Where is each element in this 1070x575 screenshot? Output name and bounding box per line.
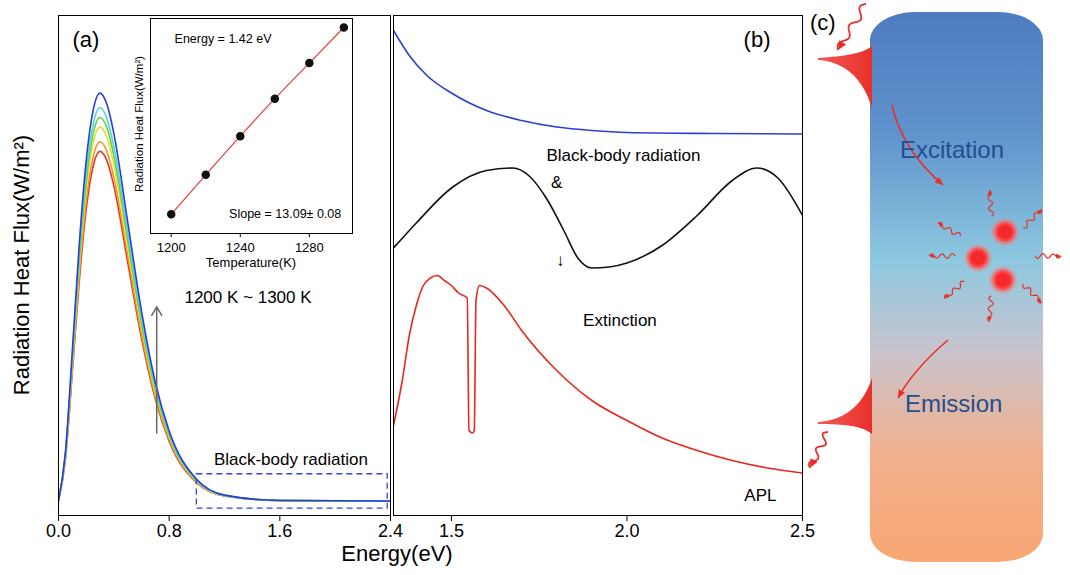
svg-text:Excitation: Excitation: [900, 136, 1004, 163]
svg-text:Energy = 1.42 eV: Energy = 1.42 eV: [175, 32, 273, 46]
svg-text:1.6: 1.6: [267, 521, 292, 541]
svg-text:(a): (a): [73, 27, 100, 52]
svg-text:Extinction: Extinction: [583, 311, 657, 330]
svg-text:1200 K ~ 1300 K: 1200 K ~ 1300 K: [184, 287, 312, 306]
svg-text:2.5: 2.5: [790, 521, 815, 541]
svg-text:1280: 1280: [295, 240, 324, 255]
html-text:Radiation Heat Flux(W/m²): Radiation Heat Flux(W/m²): [9, 134, 34, 396]
svg-text:(b): (b): [744, 27, 771, 52]
html-text:Temperature(K): Temperature(K): [205, 254, 297, 270]
html-text:Energy(eV): Energy(eV): [341, 541, 453, 566]
svg-text:0.8: 0.8: [157, 521, 182, 541]
svg-text:Emission: Emission: [905, 390, 1002, 417]
svg-text:&: &: [551, 173, 563, 192]
svg-text:Black-body radiation: Black-body radiation: [546, 146, 700, 165]
svg-text:Slope = 13.09± 0.08: Slope = 13.09± 0.08: [229, 207, 341, 221]
svg-text:1240: 1240: [226, 240, 255, 255]
svg-text:2.0: 2.0: [614, 521, 639, 541]
svg-text:1.5: 1.5: [439, 521, 464, 541]
svg-text:0.0: 0.0: [46, 521, 71, 541]
html-text:Radiation Heat Flux(W/m²): Radiation Heat Flux(W/m²): [133, 55, 145, 193]
svg-text:(c): (c): [810, 10, 836, 35]
svg-text:Black-body radiation: Black-body radiation: [214, 450, 368, 469]
svg-text:↓: ↓: [556, 251, 565, 270]
svg-text:2.4: 2.4: [378, 521, 403, 541]
svg-text:APL: APL: [744, 486, 776, 505]
svg-text:1200: 1200: [157, 240, 186, 255]
